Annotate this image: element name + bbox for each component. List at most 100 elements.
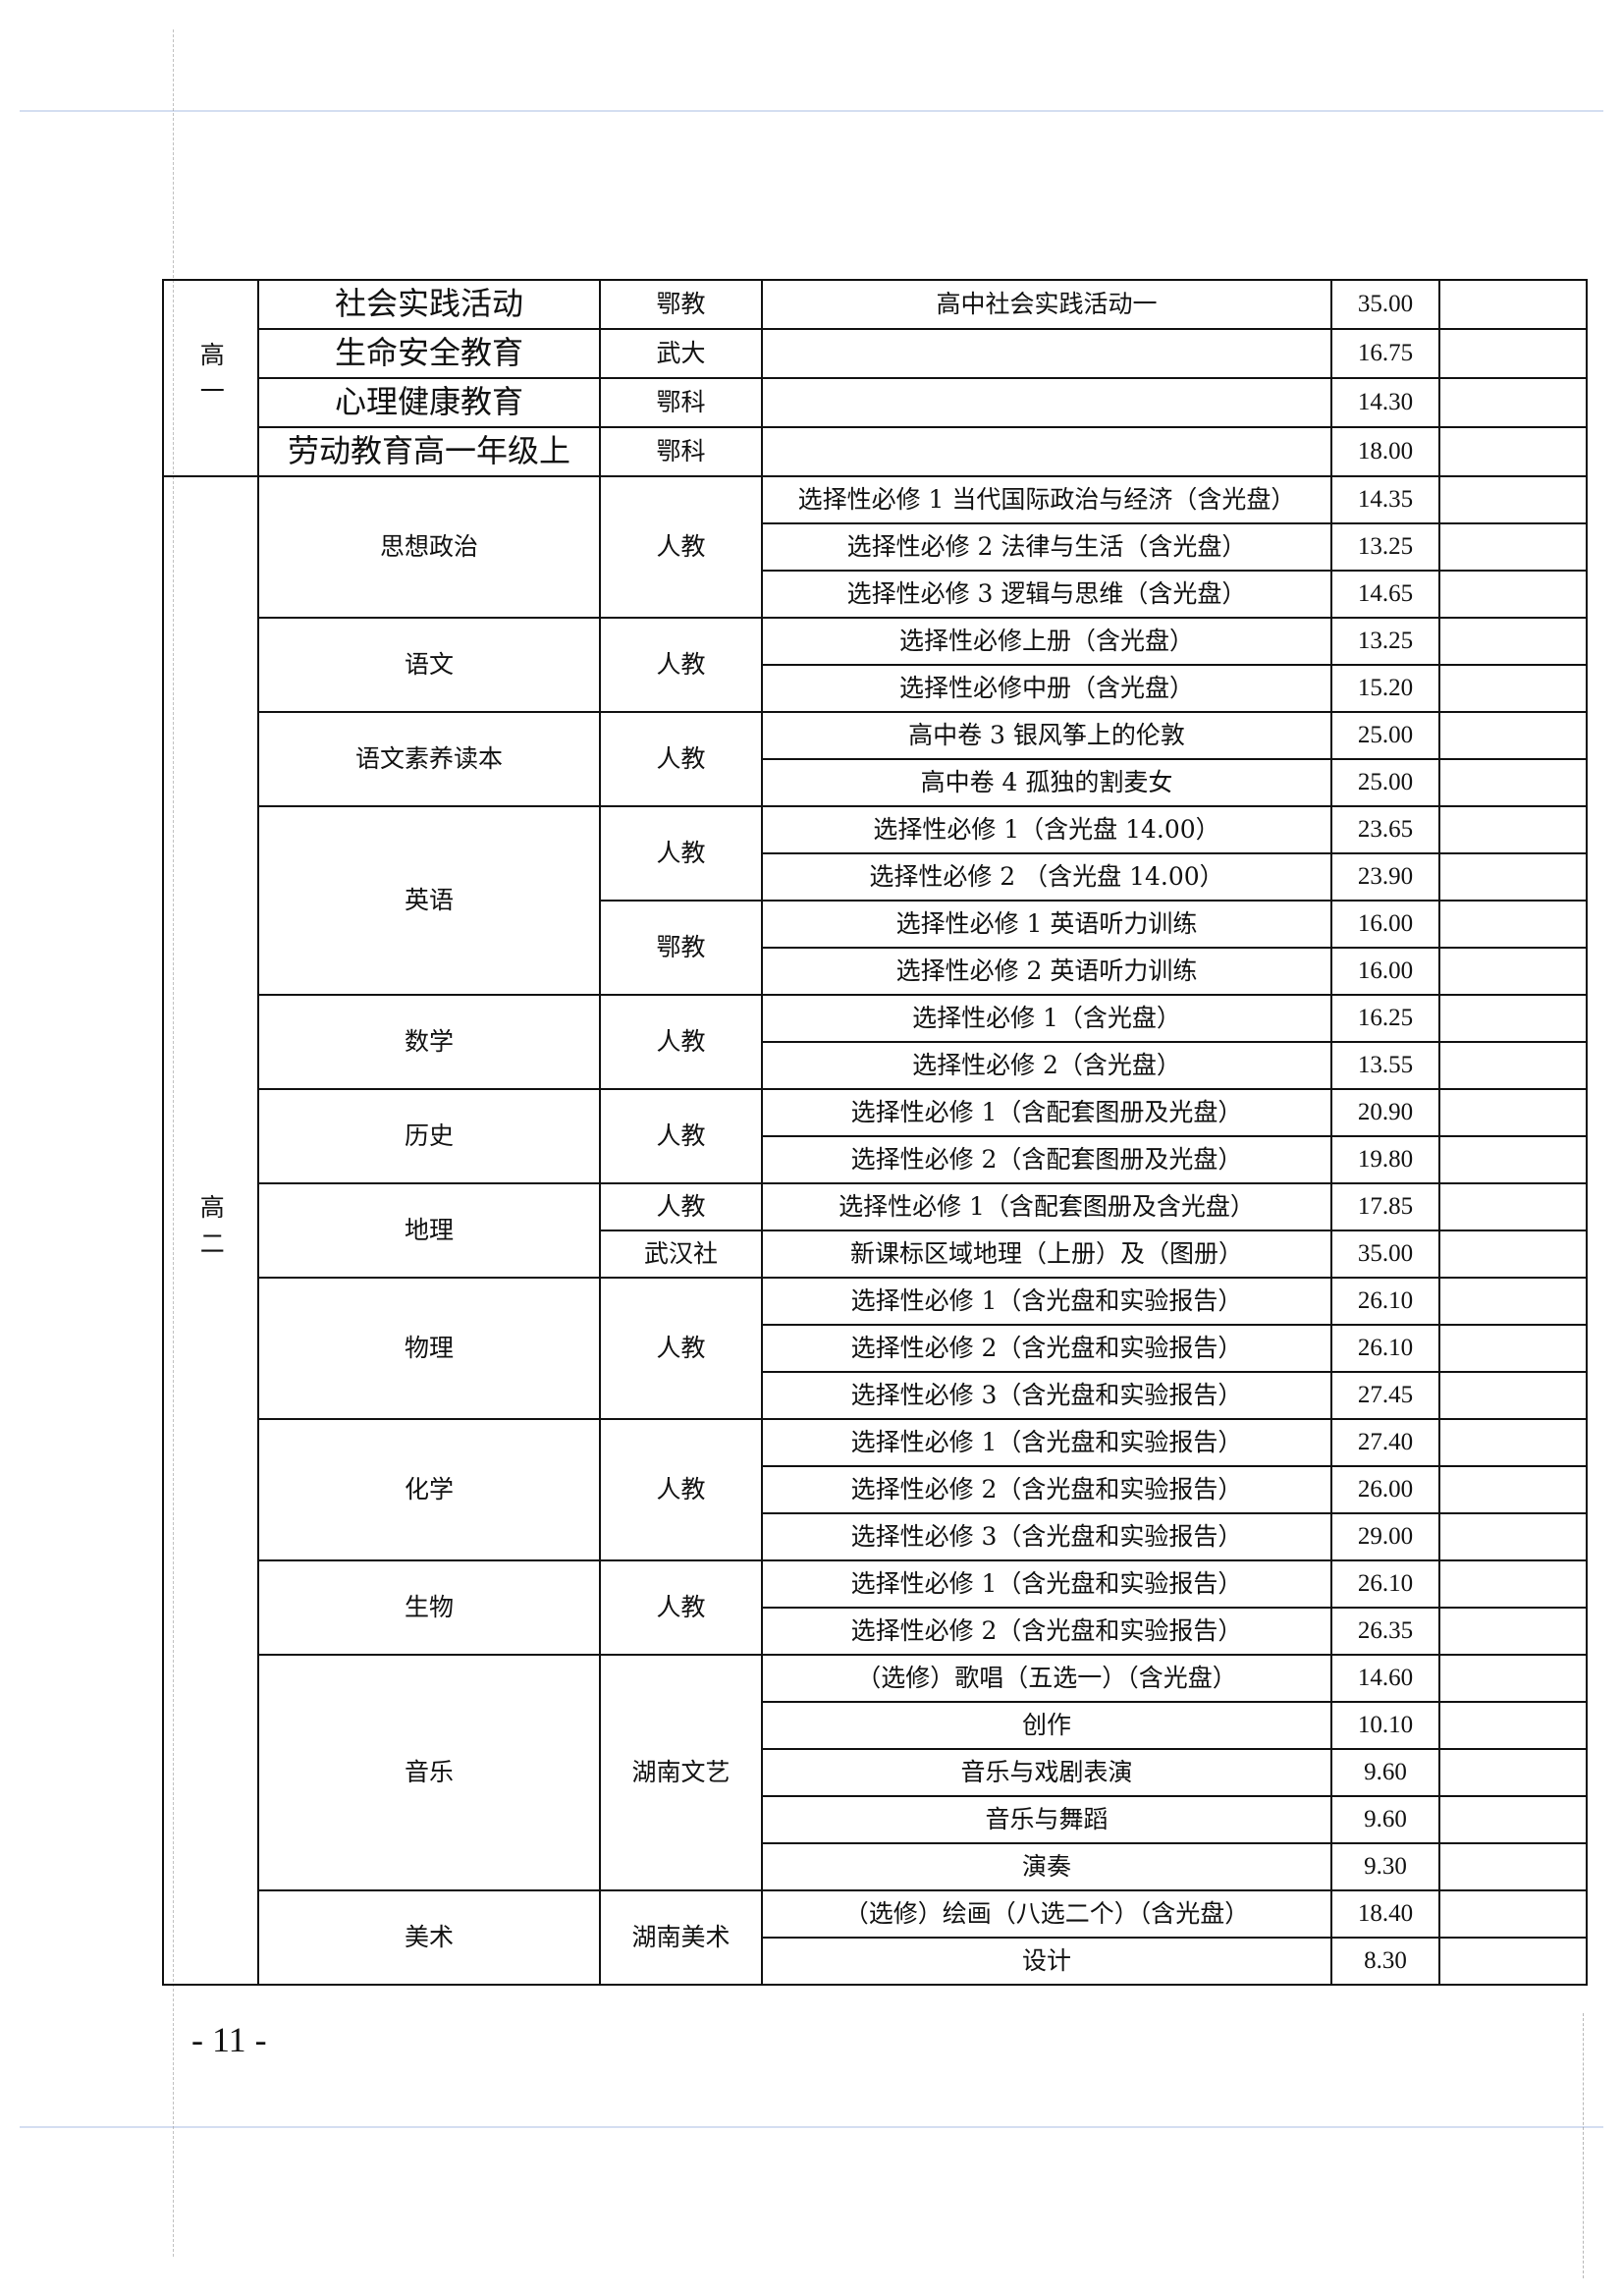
price-cell: 26.10 [1330, 1277, 1440, 1326]
textbook-price-table: 高一 社会实践活动 鄂教 高中社会实践活动一 35.00 生命安全教育 武大 16.75 心理健… [162, 279, 1588, 1986]
book-title-cell: （选修）绘画（八选二个）（含光盘） [761, 1889, 1332, 1939]
price-cell: 23.90 [1330, 852, 1440, 902]
remarks-cell [1438, 1654, 1588, 1703]
price-cell: 25.00 [1330, 758, 1440, 807]
price-cell: 9.60 [1330, 1795, 1440, 1844]
price-cell: 18.40 [1330, 1889, 1440, 1939]
price-cell: 35.00 [1330, 1230, 1440, 1279]
remarks-cell [1438, 1889, 1588, 1939]
table-row: 化学 人教 选择性必修 1（含光盘和实验报告） 27.40 [163, 1418, 1588, 1561]
book-title-cell: 选择性必修 2（含光盘和实验报告） [761, 1324, 1332, 1373]
remarks-cell [1438, 1465, 1588, 1514]
book-title-cell [761, 328, 1332, 379]
table-row: 高一 社会实践活动 鄂教 高中社会实践活动一 35.00 [162, 279, 1588, 477]
book-title-cell: 选择性必修 2 英语听力训练 [761, 947, 1332, 996]
subject-cell: 物理 [257, 1277, 601, 1420]
book-title-cell: 选择性必修 2（含光盘） [761, 1041, 1332, 1090]
remarks-cell [1438, 1795, 1588, 1844]
table-row: 英语 人教 选择性必修 1（含光盘 14.00） 23.65 [163, 805, 1588, 996]
subject-cell: 语文素养读本 [257, 711, 601, 807]
remarks-cell [1438, 758, 1588, 807]
subject-cell: 生物 [257, 1559, 601, 1656]
subject-cell: 生命安全教育 [257, 328, 601, 379]
price-cell: 27.45 [1330, 1371, 1440, 1420]
price-cell: 14.35 [1330, 475, 1440, 524]
subject-cell: 社会实践活动 [257, 279, 601, 330]
publisher-cell: 人教 [599, 994, 763, 1090]
table-row: 劳动教育高一年级上 鄂科 18.00 [163, 426, 1588, 477]
table-row: 选择性必修 2 法律与生活（含光盘） 13.25 [163, 522, 1588, 572]
publisher-cell: 鄂教 [599, 279, 763, 330]
book-title-cell: 选择性必修 1（含光盘 14.00） [761, 805, 1332, 854]
grade-cell: 高一 [162, 279, 259, 477]
book-title-cell: 选择性必修上册（含光盘） [761, 617, 1332, 666]
table-row: 心理健康教育 鄂科 14.30 [163, 377, 1588, 428]
publisher-cell: 武汉社 [599, 1230, 763, 1279]
remarks-cell [1438, 1277, 1588, 1326]
remarks-cell [1438, 1607, 1588, 1656]
subject-cell: 数学 [257, 994, 601, 1090]
table-row: 美术 湖南美术 （选修）绘画（八选二个）（含光盘） 18.40 [163, 1889, 1588, 1986]
remarks-cell [1438, 711, 1588, 760]
book-title-cell: 选择性必修 2（含光盘和实验报告） [761, 1607, 1332, 1656]
remarks-cell [1438, 522, 1588, 572]
price-cell: 13.25 [1330, 522, 1440, 572]
book-title-cell: 选择性必修 1（含配套图册及含光盘） [761, 1182, 1332, 1231]
table-row: 选择性必修 3（含光盘和实验报告） 29.00 [163, 1512, 1588, 1561]
publisher-cell: 人教 [599, 1418, 763, 1561]
table-row: 语文 人教 选择性必修上册（含光盘） 13.25 [163, 617, 1588, 713]
price-cell: 26.00 [1330, 1465, 1440, 1514]
subject-cell: 历史 [257, 1088, 601, 1184]
remarks-cell [1438, 617, 1588, 666]
price-cell: 16.75 [1330, 328, 1440, 379]
table-row: 历史 人教 选择性必修 1（含配套图册及光盘） 20.90 [163, 1088, 1588, 1184]
subject-cell: 英语 [257, 805, 601, 996]
subject-cell: 语文 [257, 617, 601, 713]
book-title-cell: 选择性必修 1 英语听力训练 [761, 900, 1332, 949]
remarks-cell [1438, 947, 1588, 996]
remarks-cell [1438, 570, 1588, 619]
book-title-cell: 选择性必修 1（含光盘和实验报告） [761, 1277, 1332, 1326]
price-cell: 17.85 [1330, 1182, 1440, 1231]
remarks-cell [1438, 1182, 1588, 1231]
table-row: 选择性必修 2 英语听力训练 16.00 [163, 947, 1588, 996]
book-title-cell: 音乐与戏剧表演 [761, 1748, 1332, 1797]
table-row: 物理 人教 选择性必修 1（含光盘和实验报告） 26.10 [163, 1277, 1588, 1420]
price-cell: 29.00 [1330, 1512, 1440, 1561]
book-title-cell: 选择性必修 1（含配套图册及光盘） [761, 1088, 1332, 1137]
remarks-cell [1438, 1088, 1588, 1137]
book-title-cell: 选择性必修 1 当代国际政治与经济（含光盘） [761, 475, 1332, 524]
remarks-cell [1438, 1418, 1588, 1467]
subject-cell: 美术 [257, 1889, 601, 1986]
table-row: 生物 人教 选择性必修 1（含光盘和实验报告） 26.10 [163, 1559, 1588, 1656]
publisher-cell: 人教 [599, 805, 763, 902]
book-title-cell: 选择性必修 1（含光盘和实验报告） [761, 1418, 1332, 1467]
remarks-cell [1438, 852, 1588, 902]
remarks-cell [1438, 1324, 1588, 1373]
remarks-cell [1438, 279, 1588, 330]
price-cell: 16.00 [1330, 947, 1440, 996]
table-row: 高二 思想政治 人教 选择性必修 1 当代国际政治与经济（含光盘） 14.35 [162, 475, 1588, 1986]
book-title-cell [761, 426, 1332, 477]
price-cell: 13.55 [1330, 1041, 1440, 1090]
subject-cell: 地理 [257, 1182, 601, 1279]
book-title-cell: （选修）歌唱（五选一）（含光盘） [761, 1654, 1332, 1703]
table-row: 选择性必修 2（含光盘和实验报告） 26.10 [163, 1324, 1588, 1373]
publisher-cell: 鄂教 [599, 900, 763, 996]
price-cell: 35.00 [1330, 279, 1440, 330]
table-row: 选择性必修 2 （含光盘 14.00） 23.90 [163, 852, 1588, 902]
book-title-cell: 高中社会实践活动一 [761, 279, 1332, 330]
book-title-cell: 选择性必修 2 （含光盘 14.00） [761, 852, 1332, 902]
table-row: 创作 10.10 [163, 1701, 1588, 1750]
page-number: - 11 - [191, 2020, 267, 2059]
book-title-cell: 选择性必修 3（含光盘和实验报告） [761, 1371, 1332, 1420]
price-cell: 14.65 [1330, 570, 1440, 619]
table-row: 选择性必修 2（含光盘和实验报告） 26.00 [163, 1465, 1588, 1514]
table-row: 生命安全教育 武大 16.75 [163, 328, 1588, 379]
remarks-cell [1438, 377, 1588, 428]
table-row: 鄂教 选择性必修 1 英语听力训练 16.00 [163, 900, 1588, 996]
price-cell: 19.80 [1330, 1135, 1440, 1184]
publisher-cell: 湖南文艺 [599, 1654, 763, 1891]
book-title-cell: 高中卷 4 孤独的割麦女 [761, 758, 1332, 807]
table-row: 选择性必修 3（含光盘和实验报告） 27.45 [163, 1371, 1588, 1420]
